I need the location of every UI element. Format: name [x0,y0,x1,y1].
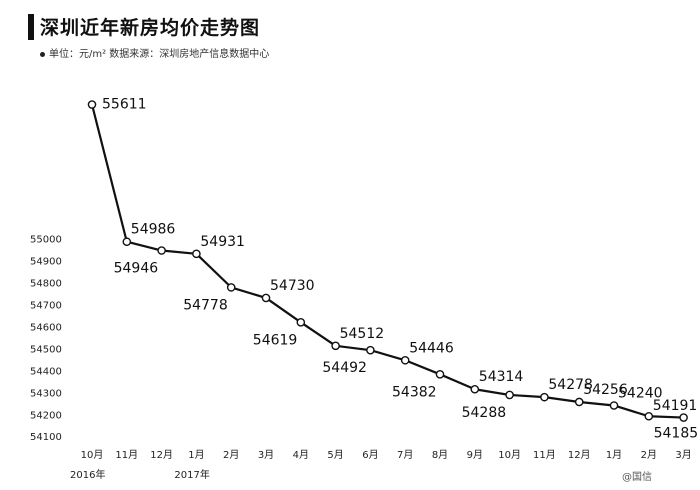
data-label: 54256 [583,382,628,398]
x-tick-label: 7月 [397,449,413,461]
data-point [435,370,445,379]
y-tick-label: 54400 [30,366,62,377]
data-label: 55611 [102,97,147,113]
y-tick-label: 54700 [30,301,62,312]
data-point [679,413,688,422]
x-tick-label: 12月 [568,449,591,461]
data-label: 54314 [479,369,524,385]
data-label: 54446 [409,340,454,356]
year-labels: 2016年 2017年 [70,468,210,481]
x-tick-label: 2月 [641,449,657,461]
data-point [505,390,514,400]
x-tick-label: 4月 [293,449,309,461]
data-label: 54986 [131,222,176,238]
x-tick-label: 6月 [362,449,378,461]
x-tick-label: 10月 [498,449,521,461]
data-label: 54191 [653,398,698,414]
x-tick-label: 11月 [533,449,556,461]
x-tick-label: 8月 [432,449,448,461]
data-point [540,392,549,402]
chart-title: 深圳近年新房均价走势图 [40,17,261,39]
data-label: 54778 [183,297,228,313]
title-accent-bar [28,14,34,40]
data-point [296,317,306,327]
data-point [470,384,480,394]
y-tick-label: 54100 [30,432,62,443]
data-label: 54278 [548,377,593,393]
y-tick-label: 54600 [30,322,62,333]
data-point [331,341,340,351]
data-point [644,411,654,421]
y-axis: 54100 54200 54300 54400 54500 54600 54700 54800… [30,235,62,444]
data-point [609,401,619,410]
data-label: 54946 [114,261,159,277]
x-tick-label: 1月 [606,449,622,461]
data-label: 54185 [654,426,699,442]
series-polyline [90,104,684,419]
x-tick-label: 10月 [81,449,104,461]
chart-subtitle: 单位：元/m² 数据来源：深圳房地产信息数据中心 [40,45,269,60]
x-tick-label: 3月 [675,449,691,461]
x-tick-label: 9月 [467,449,483,461]
data-label: 54730 [270,278,315,294]
data-point [87,100,97,109]
y-tick-label: 54300 [30,388,62,399]
data-point [226,283,236,292]
subtitle-text: 单位：元/m² 数据来源：深圳房地产信息数据中心 [49,49,270,60]
x-tick-label: 5月 [327,449,343,461]
y-tick-label: 54800 [30,279,62,290]
data-label: 54288 [462,405,507,421]
data-label: 54512 [340,326,385,342]
data-label: 54492 [322,360,367,376]
data-point [122,237,132,247]
data-label: 54240 [618,385,663,401]
x-tick-label: 11月 [115,449,138,461]
data-points [87,100,688,422]
y-tick-label: 55000 [30,235,62,246]
bullet-icon [40,51,45,57]
x-tick-label: 12月 [150,449,173,461]
year-label: 2017年 [174,468,209,481]
data-point [366,345,375,355]
y-tick-label: 54900 [30,257,62,268]
watermark-text: @国信 [622,471,652,483]
x-tick-label: 3月 [258,449,274,461]
y-tick-label: 54500 [30,344,62,355]
x-axis: 10月 11月 12月 1月 2月 3月 4月 5月 6月 7月 8月 9月 10月 11月 12月 1月 2月… [81,449,692,461]
year-label: 2016年 [70,468,105,481]
data-point [157,246,166,255]
y-tick-label: 54200 [30,410,62,421]
x-tick-label: 2月 [223,449,239,461]
data-label: 54382 [392,384,437,400]
x-tick-label: 1月 [188,449,204,461]
data-point [400,355,410,365]
data-labels: 55611 54986 54946 54931 54778 54730 54619 54512… [102,97,698,442]
data-label: 54619 [253,332,298,348]
data-point [192,249,201,259]
data-point [574,397,584,407]
data-point [261,293,271,303]
series-line [90,104,684,419]
data-label: 54931 [200,234,245,250]
